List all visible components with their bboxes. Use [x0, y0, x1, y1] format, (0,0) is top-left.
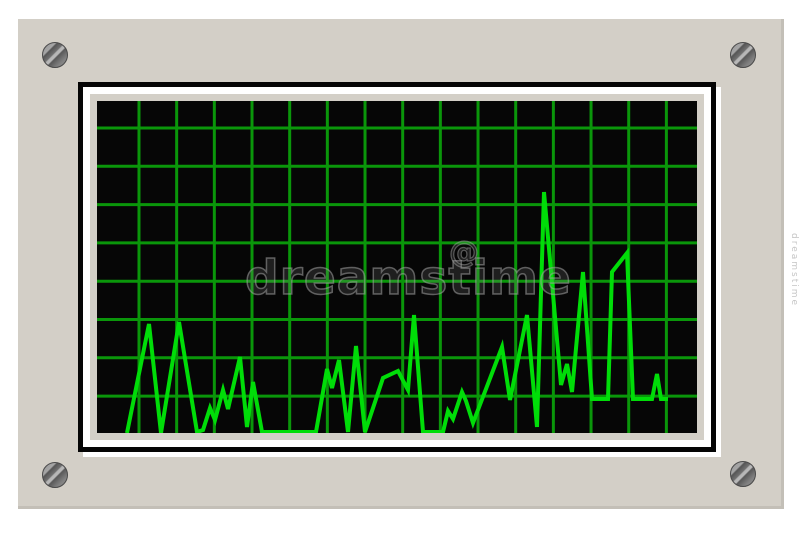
oscilloscope-screen: dreamstime @ [97, 101, 697, 433]
bezel-white-mat: dreamstime @ [83, 87, 711, 447]
bezel-beige-mat: dreamstime @ [90, 94, 704, 440]
screw-top-left-icon [42, 42, 68, 68]
screen-bezel: dreamstime @ [78, 82, 716, 452]
waveform-trace [125, 191, 668, 433]
screw-bottom-right-icon [730, 461, 756, 487]
screw-top-right-icon [730, 42, 756, 68]
screen-svg [97, 101, 697, 433]
watermark-side-text: dreamstime [789, 233, 799, 308]
screw-bottom-left-icon [42, 462, 68, 488]
